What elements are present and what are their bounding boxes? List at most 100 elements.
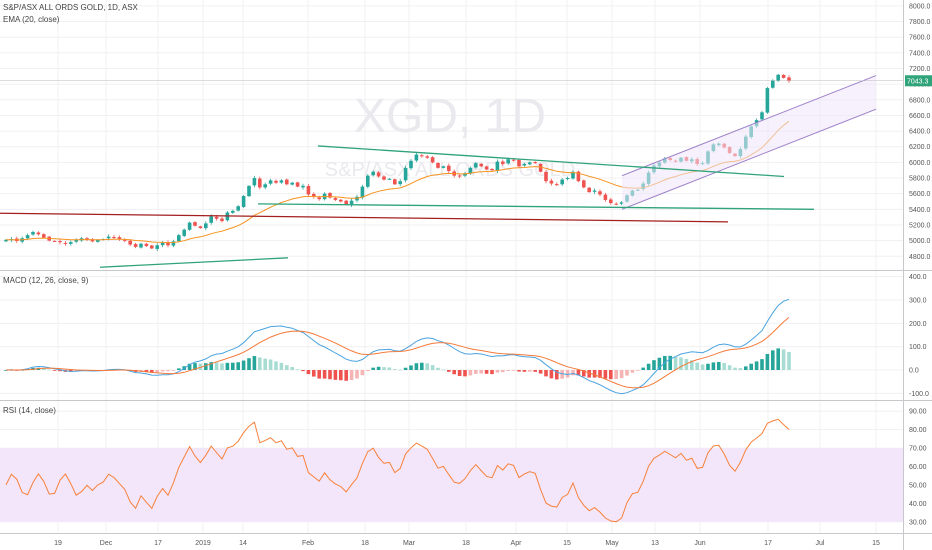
candle [268,180,273,184]
macd-histogram-bar [171,370,176,371]
price-tick-label: 7800.0 [909,19,931,26]
ema-legend[interactable]: EMA (20, close) [3,15,60,24]
candle [171,241,176,246]
candle [58,241,62,243]
macd-histogram-bar [598,370,602,378]
candle [484,166,489,170]
macd-histogram-bar [636,370,640,371]
macd-histogram-bar [565,370,570,378]
time-tick-label: 17 [764,540,772,547]
candle [247,185,251,197]
candle [609,199,613,204]
candle [490,168,494,171]
candle [528,162,532,165]
candle [457,175,462,177]
macd-histogram-bar [295,369,300,371]
drawing-layer[interactable] [0,75,877,268]
candle [360,186,365,198]
grid [0,0,903,533]
macd-histogram-bar [420,362,424,370]
candle [430,157,435,163]
macd-histogram-bar [479,370,483,374]
time-tick-label: Jun [694,540,705,547]
candle [776,74,780,82]
candle [160,242,165,246]
candle [366,175,370,187]
candle [555,184,559,186]
candle [193,222,197,226]
candle [220,218,224,222]
candle [301,185,305,188]
macd-histogram-bar [452,370,456,375]
time-tick-label: 18 [361,540,369,547]
macd-histogram-bar [344,370,348,381]
candle [382,176,386,180]
channel-fill [622,75,876,210]
channel-lower-line [621,108,877,210]
macd-histogram-bar [652,360,656,370]
macd-tick-label: 0.0 [909,368,919,375]
macd-histogram-bar [236,362,240,370]
macd-histogram-bar [241,360,246,370]
rsi-tick-label: 50.00 [909,482,927,489]
macd-histogram-bar [657,357,662,370]
candle [409,160,413,169]
candle [376,172,381,177]
lower-trend-line [99,257,289,268]
time-axis[interactable]: 19 Dec 17 2019 14 Feb 18 Mar 18 Apr 15 May 13 Jun 17 Ju… [54,540,880,547]
rsi-pane[interactable] [5,418,790,523]
signal-line [6,317,790,389]
macd-histogram-bar [436,367,440,370]
macd-histogram-bar [322,370,327,379]
rsi-tick-label: 80.00 [909,427,927,434]
macd-histogram-bar [501,370,505,373]
time-tick-label: Mar [403,540,416,547]
macd-histogram-bar [771,350,775,370]
candle [781,74,786,78]
candle [25,235,30,239]
macd-histogram-bar [511,370,516,371]
candle [328,193,332,198]
macd-histogram-bar [360,370,365,376]
macd-legend[interactable]: MACD (12, 26, close, 9) [3,276,89,285]
candle [441,166,446,168]
candle [31,232,35,235]
candle [198,226,203,229]
candle [403,167,408,181]
macd-histogram-bar [42,368,46,370]
macd-histogram-bar [317,370,321,379]
rsi-tick-label: 30.00 [909,519,927,526]
price-tick-label: 6400.0 [909,129,931,136]
time-tick-label: 15 [872,540,880,547]
candle [285,179,289,185]
candle [4,239,8,242]
macd-tick-label: 200.0 [909,321,927,328]
macd-histogram-bar [403,367,408,370]
candle [290,182,294,185]
macd-histogram-bar [247,358,251,370]
candle [214,216,219,219]
rsi-legend[interactable]: RSI (14, close) [3,406,56,415]
time-tick-label: 17 [154,540,162,547]
candle [312,193,316,197]
macd-histogram-bar [603,370,608,379]
macd-histogram-bar [144,370,149,373]
candle [474,163,478,168]
candle [436,163,440,168]
macd-histogram-bar [177,368,181,370]
time-tick-label: 14 [239,540,247,547]
candle [231,210,235,213]
time-tick-label: May [605,540,619,547]
candle [538,163,543,172]
candle [69,242,73,244]
macd-histogram-bar [231,362,235,370]
candle [479,163,483,167]
macd-histogram-bar [339,370,343,381]
macd-histogram-bar [187,363,192,370]
macd-histogram-bar [193,363,197,370]
macd-histogram-bar [484,370,489,374]
symbol-title[interactable]: S&P/ASX ALL ORDS GOLD, 1D, ASX [3,3,139,12]
macd-histogram-bar [679,357,683,370]
macd-pane[interactable] [4,298,791,395]
